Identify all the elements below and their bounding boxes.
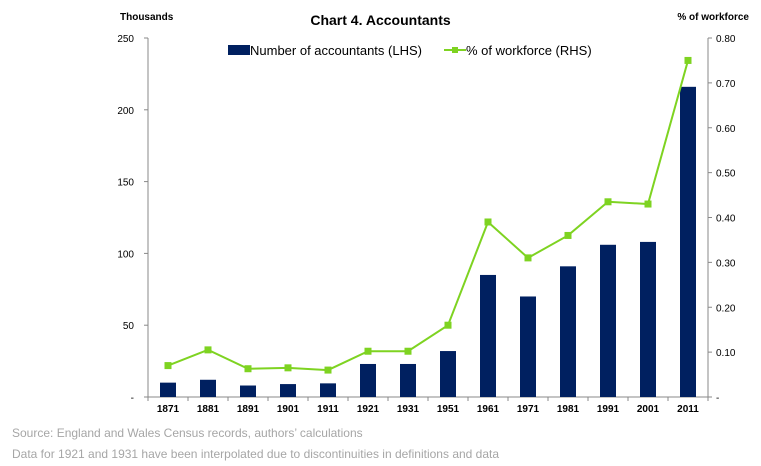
bar-2011 [680, 86, 696, 397]
bar-2001 [640, 241, 656, 397]
x-tick-label-1931: 1931 [397, 404, 420, 415]
left-axis-unit: Thousands [120, 12, 174, 23]
x-tick-label-1961: 1961 [477, 404, 500, 415]
bar-1901 [280, 384, 296, 397]
bar-1981 [560, 266, 576, 397]
right-tick-label: 0.20 [716, 303, 736, 314]
bar-1931 [400, 363, 416, 397]
left-tick-label: 50 [123, 321, 135, 332]
x-tick-label-1951: 1951 [437, 404, 460, 415]
workforce-point-1951 [444, 321, 452, 329]
workforce-point-1891 [244, 365, 252, 373]
legend-item-accountants: Number of accountants (LHS) [228, 43, 422, 58]
workforce-point-1881 [204, 346, 212, 354]
legend: Number of accountants (LHS) % of workfor… [228, 41, 614, 59]
right-tick-label: 0.80 [716, 34, 736, 45]
bar-1961 [480, 274, 496, 397]
right-axis-unit: % of workforce [677, 12, 749, 23]
workforce-point-1931 [404, 347, 412, 355]
workforce-point-1911 [324, 366, 332, 374]
x-tick-label-1901: 1901 [277, 404, 300, 415]
workforce-point-1991 [604, 198, 612, 206]
legend-line-swatch [443, 45, 466, 55]
right-tick-label: - [716, 393, 719, 404]
x-tick-label-1921: 1921 [357, 404, 380, 415]
interpolation-note: Data for 1921 and 1931 have been interpo… [12, 447, 500, 461]
bar-1911 [320, 383, 336, 397]
right-tick-label: 0.60 [716, 124, 736, 135]
bar-1921 [360, 363, 376, 397]
bar-1991 [600, 244, 616, 397]
chart-title: Chart 4. Accountants [310, 12, 451, 28]
right-tick-label: 0.40 [716, 214, 736, 225]
x-tick-label-1911: 1911 [317, 404, 339, 415]
legend-label-workforce: % of workforce (RHS) [465, 42, 592, 58]
workforce-point-1921 [364, 347, 372, 355]
x-tick-label-1991: 1991 [597, 404, 620, 415]
bar-1891 [240, 385, 256, 397]
bar-1951 [440, 351, 456, 397]
bar-1871 [160, 382, 176, 397]
right-tick-label: 0.50 [716, 169, 736, 180]
workforce-point-1981 [564, 231, 572, 239]
left-tick-label: - [131, 393, 134, 404]
workforce-point-1901 [284, 364, 292, 372]
x-tick-label-2001: 2001 [637, 404, 660, 415]
workforce-line [167, 60, 689, 372]
left-tick-label: 200 [117, 106, 134, 117]
x-tick-label-2011: 2011 [677, 404, 699, 415]
left-tick-label: 250 [117, 34, 134, 45]
x-tick-label-1981: 1981 [557, 404, 580, 415]
bar-1881 [200, 379, 216, 397]
legend-label-accountants: Number of accountants (LHS) [250, 42, 422, 58]
chart-plot: - 50 100 150 200 250 - 0.10 0.20 0.30 0.40 0.50 0.60… [117, 34, 736, 415]
right-tick-label: 0.30 [716, 258, 736, 269]
left-tick-label: 100 [117, 249, 134, 260]
x-tick-label-1891: 1891 [237, 404, 260, 415]
right-tick-label: 0.10 [716, 348, 736, 359]
legend-bar-swatch [228, 45, 250, 55]
workforce-point-1971 [524, 254, 532, 262]
right-tick-label: 0.70 [716, 79, 736, 90]
workforce-point-1961 [484, 218, 492, 226]
workforce-point-1871 [164, 362, 172, 370]
left-tick-label: 150 [117, 178, 134, 189]
workforce-point-2011 [684, 56, 692, 64]
x-tick-label-1871: 1871 [157, 404, 180, 415]
workforce-point-2001 [644, 200, 652, 208]
source-note: Source: England and Wales Census records… [12, 426, 363, 440]
x-tick-label-1971: 1971 [517, 404, 540, 415]
legend-item-workforce: % of workforce (RHS) [443, 42, 592, 58]
x-tick-label-1881: 1881 [197, 404, 220, 415]
bar-1971 [520, 296, 536, 397]
